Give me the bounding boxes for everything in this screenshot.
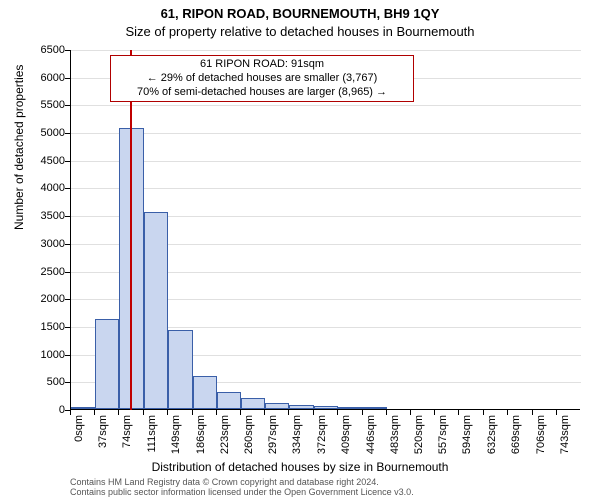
xtick-mark (264, 410, 265, 415)
gridline (71, 50, 581, 51)
xtick-label: 669sqm (510, 415, 522, 465)
xtick-mark (70, 410, 71, 415)
ytick-mark (65, 50, 70, 51)
histogram-bar (217, 392, 241, 409)
xtick-label: 0sqm (73, 415, 85, 465)
plot-area: 0500100015002000250030003500400045005000… (70, 50, 580, 410)
xtick-mark (434, 410, 435, 415)
xtick-label: 297sqm (267, 415, 279, 465)
histogram-bar (241, 398, 265, 409)
gridline (71, 105, 581, 106)
ytick-label: 500 (15, 376, 65, 388)
ytick-mark (65, 244, 70, 245)
xtick-label: 74sqm (121, 415, 133, 465)
xtick-label: 446sqm (365, 415, 377, 465)
xtick-mark (143, 410, 144, 415)
ytick-label: 3000 (15, 238, 65, 250)
xtick-label: 111sqm (146, 415, 158, 465)
footer-line2: Contains public sector information licen… (70, 488, 414, 498)
ytick-mark (65, 299, 70, 300)
xtick-mark (410, 410, 411, 415)
annotation-line3: 70% of semi-detached houses are larger (… (117, 86, 407, 100)
ytick-label: 1500 (15, 321, 65, 333)
ytick-mark (65, 188, 70, 189)
xtick-mark (337, 410, 338, 415)
ytick-mark (65, 161, 70, 162)
x-axis-label: Distribution of detached houses by size … (0, 460, 600, 474)
histogram-bar (95, 319, 119, 409)
chart-container: 61, RIPON ROAD, BOURNEMOUTH, BH9 1QY Siz… (0, 0, 600, 500)
annotation-line2: ← 29% of detached houses are smaller (3,… (117, 72, 407, 86)
ytick-mark (65, 105, 70, 106)
xtick-mark (167, 410, 168, 415)
ytick-mark (65, 382, 70, 383)
xtick-mark (386, 410, 387, 415)
annotation-box: 61 RIPON ROAD: 91sqm ← 29% of detached h… (110, 55, 414, 102)
ytick-mark (65, 355, 70, 356)
ytick-mark (65, 216, 70, 217)
histogram-bar (338, 407, 362, 409)
xtick-mark (288, 410, 289, 415)
xtick-label: 632sqm (486, 415, 498, 465)
xtick-label: 483sqm (389, 415, 401, 465)
histogram-bar (71, 407, 95, 409)
xtick-mark (216, 410, 217, 415)
histogram-bar (314, 406, 338, 409)
gridline (71, 133, 581, 134)
xtick-mark (507, 410, 508, 415)
histogram-bar (168, 330, 192, 409)
ytick-mark (65, 78, 70, 79)
ytick-label: 1000 (15, 349, 65, 361)
xtick-mark (313, 410, 314, 415)
histogram-bar (363, 407, 387, 409)
xtick-label: 149sqm (170, 415, 182, 465)
xtick-mark (556, 410, 557, 415)
title-address: 61, RIPON ROAD, BOURNEMOUTH, BH9 1QY (0, 6, 600, 21)
ytick-label: 0 (15, 404, 65, 416)
ytick-mark (65, 272, 70, 273)
xtick-label: 557sqm (437, 415, 449, 465)
ytick-label: 2500 (15, 266, 65, 278)
annotation-line1: 61 RIPON ROAD: 91sqm (117, 58, 407, 72)
title-subtitle: Size of property relative to detached ho… (0, 24, 600, 39)
ytick-label: 6500 (15, 44, 65, 56)
xtick-mark (532, 410, 533, 415)
xtick-label: 409sqm (340, 415, 352, 465)
y-axis-label: Number of detached properties (12, 65, 26, 230)
xtick-label: 520sqm (413, 415, 425, 465)
xtick-mark (362, 410, 363, 415)
xtick-mark (94, 410, 95, 415)
histogram-bar (144, 212, 168, 409)
xtick-label: 260sqm (243, 415, 255, 465)
xtick-label: 37sqm (97, 415, 109, 465)
gridline (71, 188, 581, 189)
xtick-label: 186sqm (195, 415, 207, 465)
histogram-bar (265, 403, 289, 409)
xtick-mark (192, 410, 193, 415)
ytick-mark (65, 133, 70, 134)
xtick-mark (240, 410, 241, 415)
xtick-mark (483, 410, 484, 415)
ytick-label: 2000 (15, 293, 65, 305)
xtick-label: 372sqm (316, 415, 328, 465)
xtick-label: 594sqm (461, 415, 473, 465)
histogram-bar (193, 376, 217, 409)
xtick-label: 223sqm (219, 415, 231, 465)
ytick-mark (65, 327, 70, 328)
xtick-label: 706sqm (535, 415, 547, 465)
xtick-mark (458, 410, 459, 415)
histogram-bar (289, 405, 313, 409)
footer-attribution: Contains HM Land Registry data © Crown c… (70, 478, 414, 498)
plot-frame (70, 50, 580, 410)
xtick-label: 743sqm (559, 415, 571, 465)
xtick-mark (118, 410, 119, 415)
gridline (71, 161, 581, 162)
xtick-label: 334sqm (291, 415, 303, 465)
reference-line (130, 50, 132, 410)
